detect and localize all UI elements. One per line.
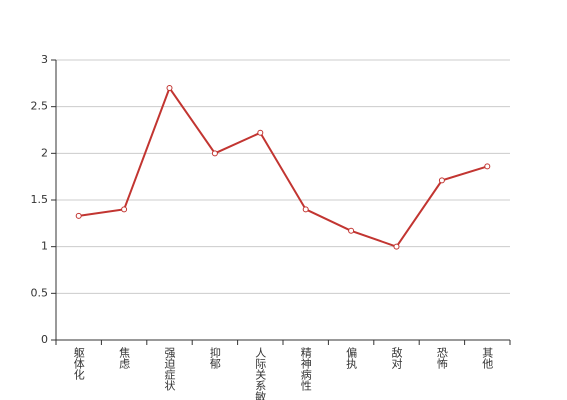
x-tick-label: 强迫症状 — [163, 347, 176, 391]
x-tick-label: 偏执 — [345, 346, 358, 370]
point — [75, 212, 82, 219]
x-tick-label: 其他 — [481, 347, 494, 369]
y-tick-label: 0 — [41, 333, 48, 346]
point — [438, 177, 445, 184]
x-tick-label: 精神病性 — [299, 347, 312, 392]
point — [393, 243, 400, 250]
x-tick-label: 敌对 — [390, 346, 403, 369]
point — [484, 163, 491, 170]
x-tick-label: 躯体化 — [72, 347, 85, 381]
x-tick-label: 焦虑 — [118, 347, 131, 369]
y-tick-label: 1.5 — [31, 193, 49, 206]
point — [302, 206, 309, 213]
y-tick-label: 3 — [41, 53, 48, 66]
point — [166, 85, 173, 91]
point — [348, 227, 355, 234]
point — [121, 206, 128, 213]
y-tick-label: 2.5 — [31, 100, 49, 113]
point — [211, 150, 218, 157]
line — [78, 85, 488, 248]
y-tick-label: 1 — [41, 240, 48, 253]
x-tick-label: 人际关系敏感 — [254, 347, 267, 400]
point — [257, 129, 264, 136]
x-tick-label: 恐怖 — [435, 347, 448, 369]
x-tick-label: 抑郁 — [208, 346, 221, 369]
y-tick-label: 2 — [41, 146, 48, 159]
y-tick-label: 0.5 — [31, 286, 49, 299]
